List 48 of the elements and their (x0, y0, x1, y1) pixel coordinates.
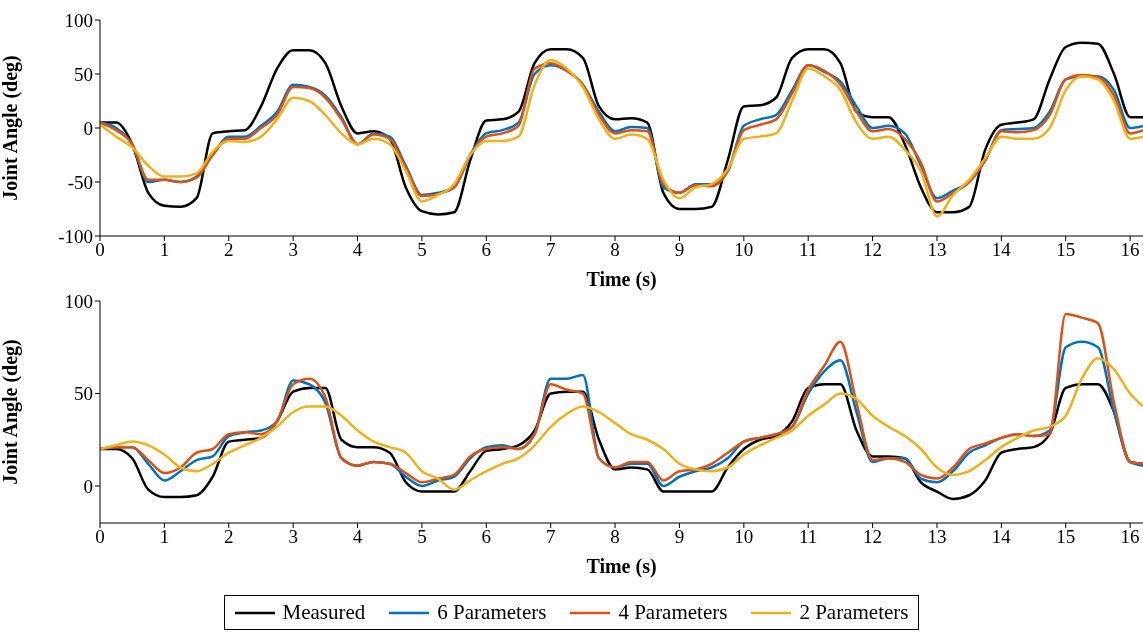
y-tick-label: 50 (74, 63, 93, 85)
x-tick-label: 14 (991, 239, 1012, 261)
x-tick-label: 4 (352, 239, 363, 261)
x-tick-label: 15 (1056, 239, 1076, 261)
y-tick-label: -50 (67, 171, 93, 193)
x-tick-label: 3 (288, 526, 298, 548)
x-tick-label: 2 (224, 526, 234, 548)
x-tick-label: 6 (481, 239, 492, 261)
legend-label: 6 Parameters (437, 600, 547, 625)
x-tick-label: 6 (481, 526, 492, 548)
x-tick-label: 8 (610, 239, 620, 261)
x-tick-label: 2 (224, 239, 234, 261)
x-tick-label: 10 (734, 239, 754, 261)
x-tick-label: 15 (1056, 526, 1076, 548)
x-tick-label: 8 (610, 526, 620, 548)
x-tick-label: 7 (545, 239, 556, 261)
x-tick-label: 12 (863, 526, 883, 548)
x-tick-label: 10 (734, 526, 754, 548)
x-tick-label: 11 (799, 526, 818, 548)
x-axis-title: Time (s) (586, 268, 657, 291)
x-tick-label: 16 (1120, 526, 1140, 548)
x-tick-label: 1 (159, 526, 170, 548)
x-tick-label: 9 (674, 526, 685, 548)
x-tick-label: 9 (674, 239, 685, 261)
x-tick-label: 11 (799, 239, 818, 261)
x-tick-label: 14 (991, 526, 1012, 548)
x-tick-label: 16 (1120, 239, 1140, 261)
x-tick-label: 7 (545, 526, 556, 548)
legend-label: 2 Parameters (799, 600, 909, 625)
y-tick-label: 0 (83, 117, 93, 139)
x-tick-label: 12 (863, 239, 883, 261)
legend-label: Measured (282, 600, 366, 625)
x-tick-label: 3 (288, 239, 298, 261)
x-tick-label: 4 (352, 526, 363, 548)
x-tick-label: 13 (927, 239, 947, 261)
x-tick-label: 1 (159, 239, 170, 261)
x-tick-label: 13 (927, 526, 947, 548)
x-tick-label: 5 (417, 239, 427, 261)
y-axis-title: Joint Angle (deg) (0, 339, 23, 485)
legend-label: 4 Parameters (618, 600, 728, 625)
y-tick-label: 0 (83, 475, 93, 497)
y-tick-label: 100 (64, 290, 93, 312)
x-axis-title: Time (s) (586, 555, 657, 578)
y-tick-label: -100 (58, 225, 93, 247)
y-axis-title: Joint Angle (deg) (0, 55, 23, 201)
x-tick-label: 5 (417, 526, 427, 548)
y-tick-label: 50 (74, 383, 93, 405)
y-tick-label: 100 (64, 9, 93, 31)
